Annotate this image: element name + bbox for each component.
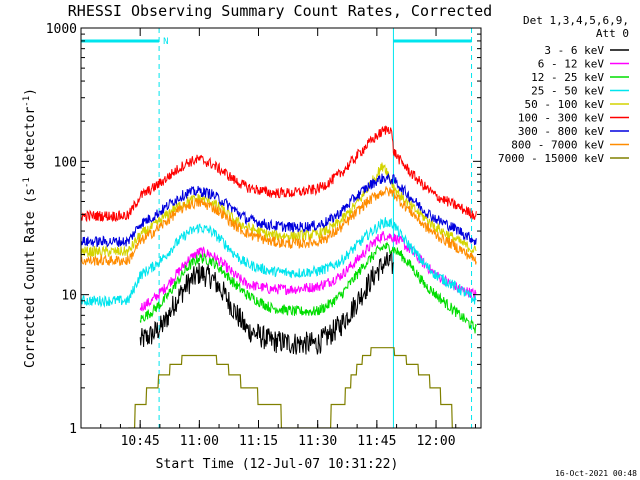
legend-entry-label: 3 - 6 keV — [544, 44, 604, 57]
x-tick-label: 11:30 — [298, 434, 337, 449]
x-tick-label: 11:00 — [180, 434, 219, 449]
series-line — [139, 250, 394, 355]
series-line — [81, 125, 477, 223]
observing-intervals: N — [81, 28, 473, 428]
y-axis-label-mid: detector — [23, 107, 38, 178]
legend-entry-label: 7000 - 15000 keV — [498, 152, 604, 165]
series-line — [81, 186, 477, 266]
x-tick-label: 12:00 — [416, 434, 455, 449]
footer-timestamp: 16-Oct-2021 00:48 — [555, 469, 637, 478]
series-line — [139, 241, 477, 334]
legend-entry-label: 25 - 50 keV — [531, 85, 604, 98]
series-line — [81, 173, 477, 248]
legend-header-1: Det 1,3,4,5,6,9, — [523, 14, 629, 27]
series-line — [139, 230, 477, 312]
legend-entry-label: 300 - 800 keV — [518, 125, 604, 138]
legend-entry-label: 50 - 100 keV — [525, 98, 605, 111]
svg-text:Corrected Count Rate (s-1 dete: Corrected Count Rate (s-1 detector-1) — [22, 88, 38, 368]
plot-frame — [80, 27, 482, 429]
legend-entry-label: 6 - 12 keV — [538, 58, 605, 71]
series-line — [128, 347, 460, 428]
axes: 10:45 11:00 11:15 11:30 11:45 12:00 1 10 100 1000 — [46, 22, 481, 449]
x-tick-label: 11:15 — [239, 434, 278, 449]
y-axis-label-main: Corrected Count Rate (s — [23, 188, 38, 368]
legend-entry-label: 800 - 7000 keV — [511, 139, 604, 152]
series-group — [81, 125, 477, 428]
y-tick-label: 1000 — [46, 22, 77, 37]
y-axis-label-sup-1: -1 — [22, 177, 32, 188]
y-tick-label: 10 — [61, 289, 77, 304]
legend-entry-label: 100 - 300 keV — [518, 112, 604, 125]
chart-title: RHESSI Observing Summary Count Rates, Co… — [68, 2, 492, 20]
y-tick-label: 100 — [54, 155, 77, 170]
interval-label: N — [163, 37, 168, 47]
series-line — [81, 217, 477, 308]
legend-header-2: Att 0 — [596, 27, 629, 40]
y-axis-label: Corrected Count Rate (s-1 detector-1) — [22, 88, 38, 368]
legend-entry-label: 12 - 25 keV — [531, 71, 604, 84]
y-tick-label: 1 — [69, 422, 77, 437]
x-tick-label: 11:45 — [357, 434, 396, 449]
x-tick-label: 10:45 — [121, 434, 160, 449]
y-axis-label-end: ) — [23, 88, 38, 96]
y-axis-label-sup-2: -1 — [22, 96, 32, 107]
x-axis-label: Start Time (12-Jul-07 10:31:22) — [156, 457, 399, 472]
